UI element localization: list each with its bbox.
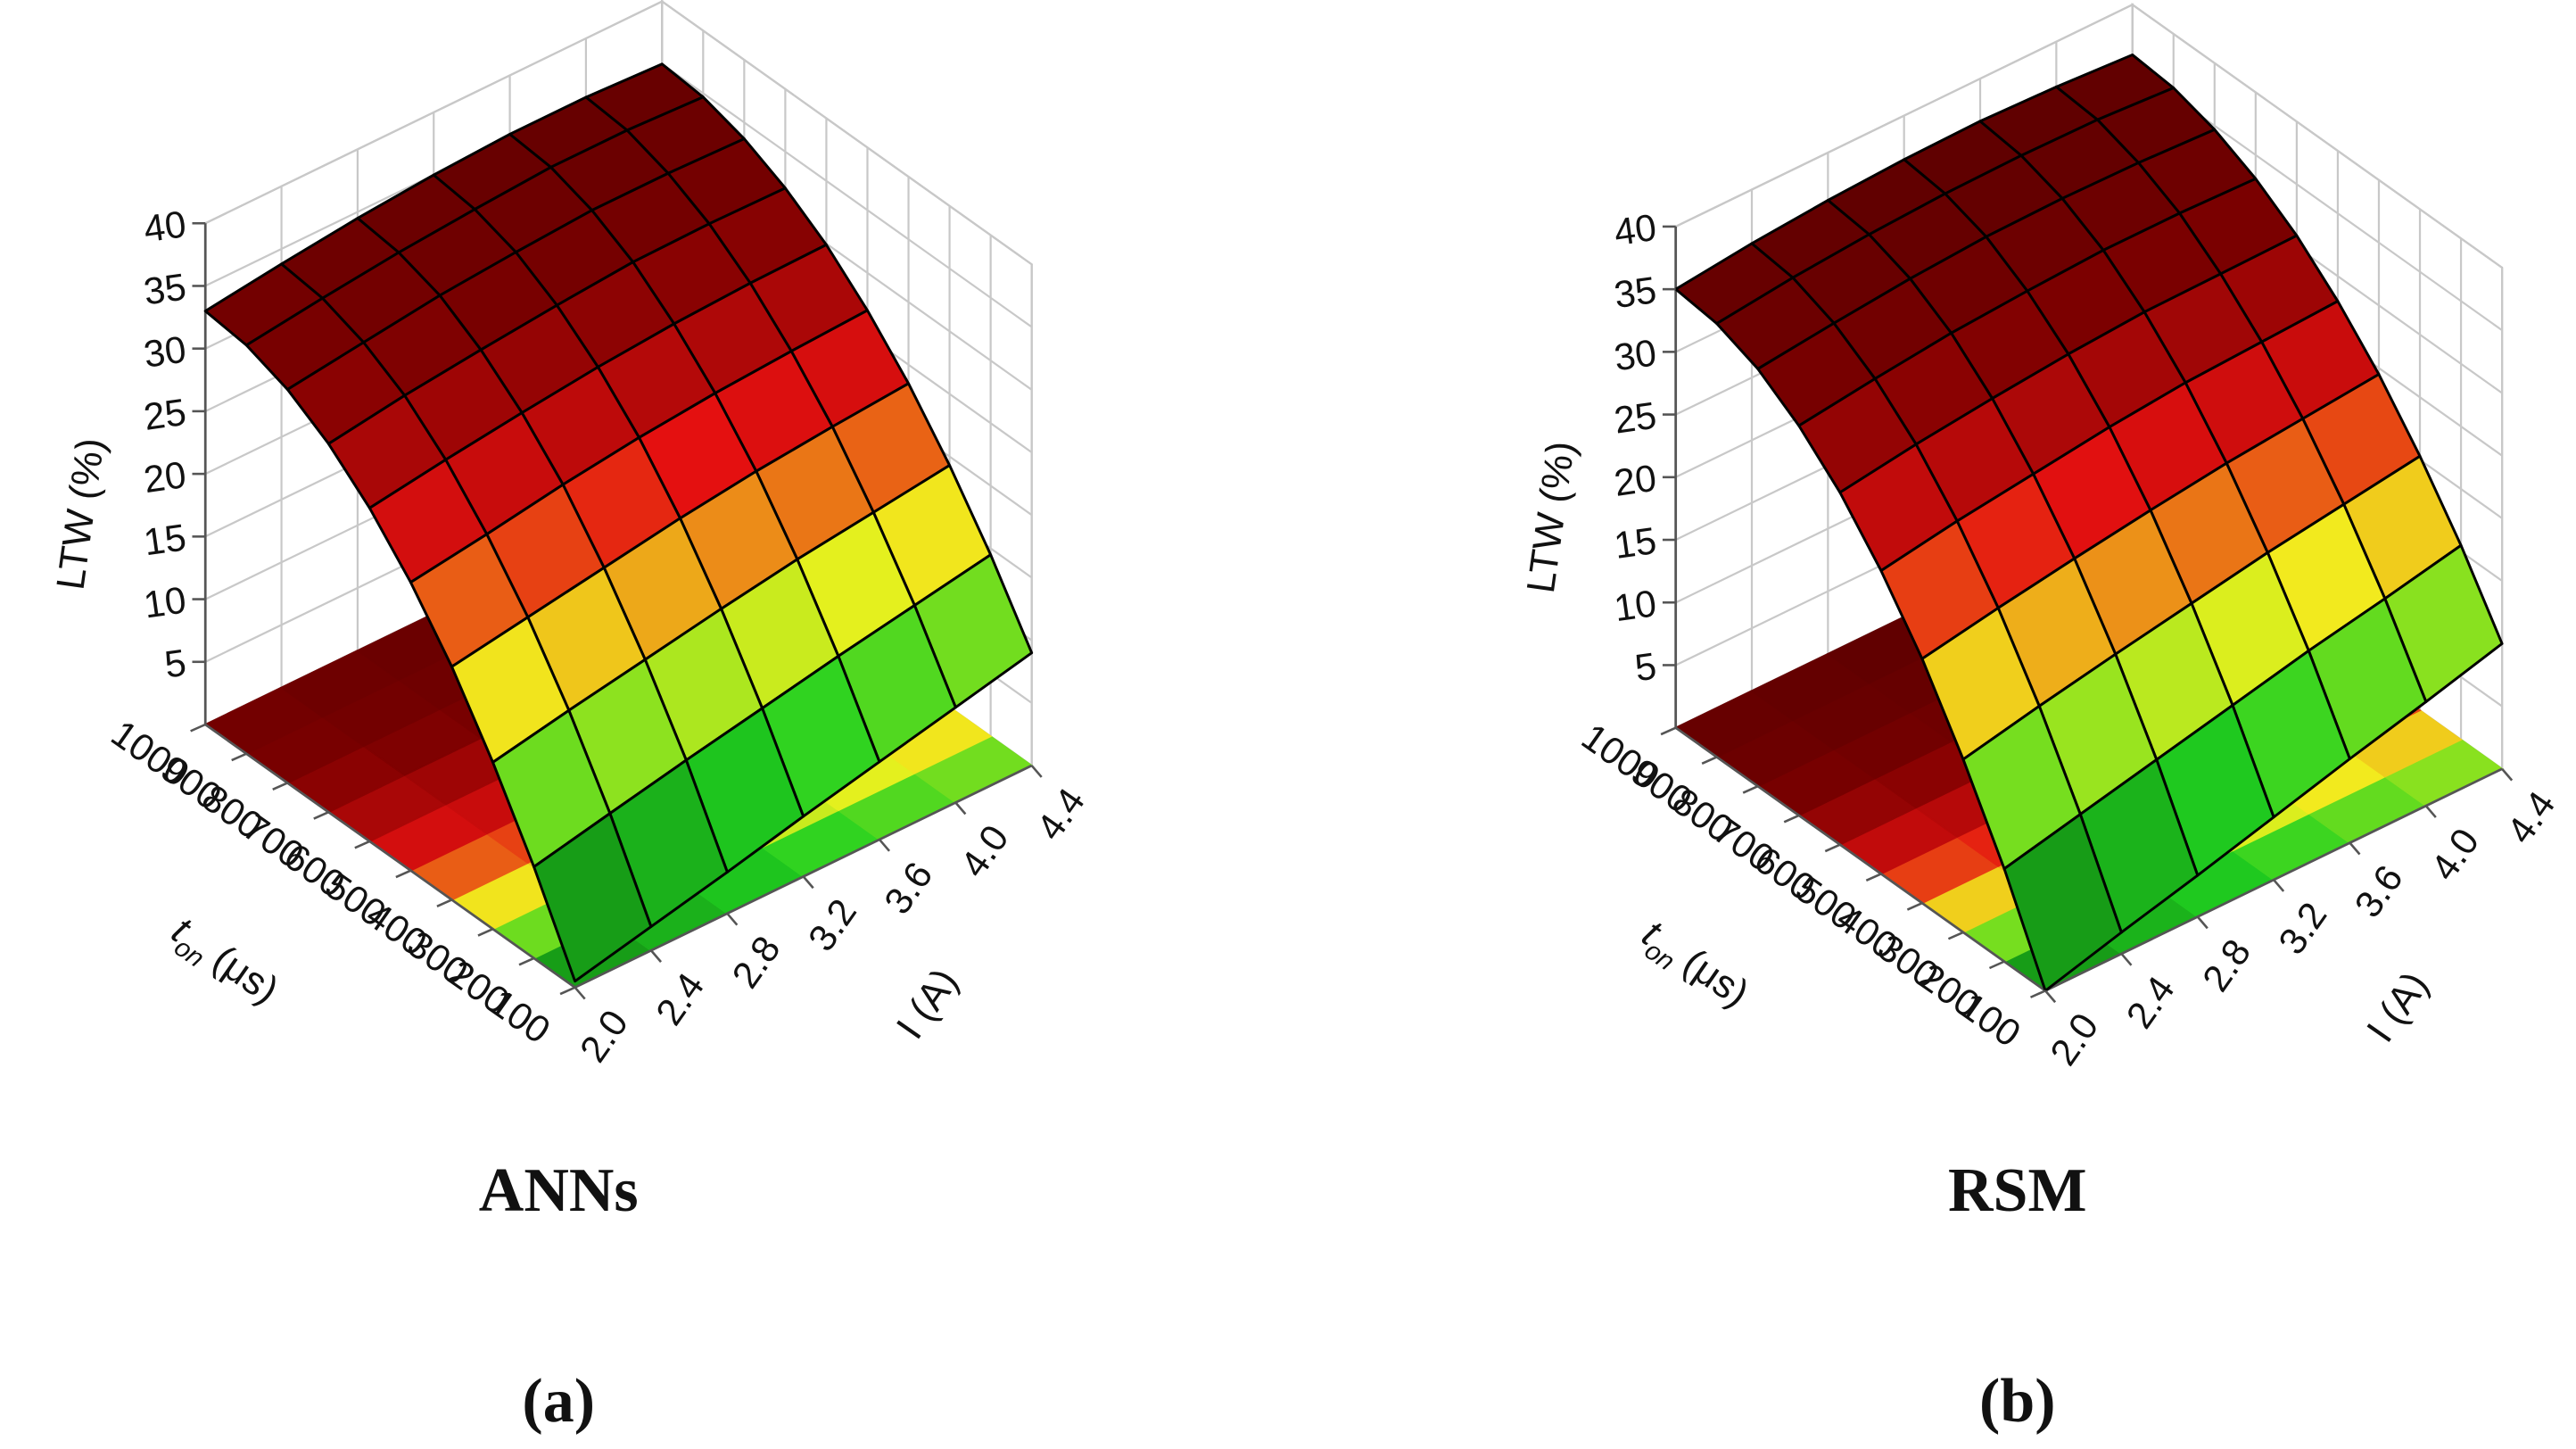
y-tick [650,949,663,963]
z-tick-label: 5 [1632,644,1659,689]
x-tick [395,869,411,879]
y-tick-label: 2.4 [2118,969,2183,1036]
x-tick [477,928,494,937]
x-tick [1988,960,2005,970]
y-tick-label: 3.2 [800,891,864,958]
y-tick [2196,915,2209,930]
y-tick-label: 4.4 [2498,783,2563,850]
x-tick [1701,756,1718,765]
y-tick-label: 3.6 [876,855,940,922]
y-tick [574,986,586,1000]
x-tick [1660,726,1677,736]
y-tick-label: 3.6 [2347,857,2411,924]
surface-cell [2002,813,2123,992]
z-tick-label: 30 [1612,331,1659,378]
x-axis-title: ton(μs) [1631,912,1757,1022]
y-tick [2044,989,2057,1004]
z-tick-label: 10 [141,579,188,626]
x-tick [1742,784,1759,794]
y-axis-title: I (A) [888,961,967,1047]
z-tick-label: 40 [141,203,188,250]
panel: 5101520253035401002003004005006007008009… [1519,3,2564,1436]
z-tick-label: 5 [162,642,189,686]
x-tick [436,898,453,908]
x-tick [231,752,247,762]
panel-label: (a) [522,1367,595,1436]
x-tick [1824,843,1841,853]
y-tick-label: 3.2 [2270,895,2334,962]
z-axis-title: LTW (%) [48,435,112,592]
x-tick [272,782,288,791]
x-tick [518,956,535,966]
z-tick-label: 15 [141,516,188,563]
z-tick-label: 30 [141,328,188,376]
y-tick [954,801,967,816]
x-tick [1947,931,1964,940]
x-tick [313,811,329,820]
y-tick [2120,953,2133,966]
z-tick-label: 10 [1612,582,1659,629]
y-tick-label: 2.4 [648,965,712,1032]
x-tick [1906,901,1923,911]
y-tick-label: 2.0 [572,1002,636,1069]
z-tick-label: 25 [1612,394,1659,442]
z-tick-label: 15 [1612,519,1659,567]
y-tick [1030,765,1043,778]
x-tick [1865,873,1882,882]
y-tick [2424,805,2437,818]
z-axis-title: LTW (%) [1519,439,1583,596]
panel-title: ANNs [479,1156,639,1225]
x-axis-title-unit: (μs) [1675,940,1756,1015]
y-tick-label: 4.4 [1028,781,1093,848]
y-axis-title: I (A) [2358,965,2437,1050]
panel-label: (b) [1979,1367,2056,1436]
panel-title: RSM [1948,1156,2086,1225]
panel: 5101520253035401002003004005006007008009… [48,0,1093,1436]
x-tick [1783,814,1800,824]
z-tick-label: 35 [1612,269,1659,316]
y-tick-label: 2.8 [2194,932,2258,998]
y-tick-label: 4.0 [953,817,1017,884]
y-tick [2349,841,2361,856]
y-tick-label: 2.8 [724,929,788,996]
x-axis-title-unit: (μs) [205,937,286,1012]
y-tick [2273,879,2285,892]
y-tick [726,912,739,926]
x-axis-title: ton(μs) [160,908,286,1018]
y-tick [802,875,814,890]
x-tick [559,986,576,996]
z-tick-label: 20 [1612,457,1659,504]
z-tick-label: 40 [1612,206,1659,253]
y-tick [879,839,891,852]
y-tick-label: 2.0 [2042,1006,2106,1072]
z-tick-label: 35 [141,265,188,312]
x-tick [190,723,206,733]
y-tick-label: 4.0 [2423,821,2487,888]
z-tick-label: 25 [141,391,188,438]
x-axis [1674,726,2046,992]
z-tick-label: 20 [141,453,188,501]
x-tick [2029,989,2046,998]
y-tick [2501,767,2514,782]
x-tick [354,840,370,849]
x-axis [204,723,576,989]
surface-cell [533,812,653,983]
